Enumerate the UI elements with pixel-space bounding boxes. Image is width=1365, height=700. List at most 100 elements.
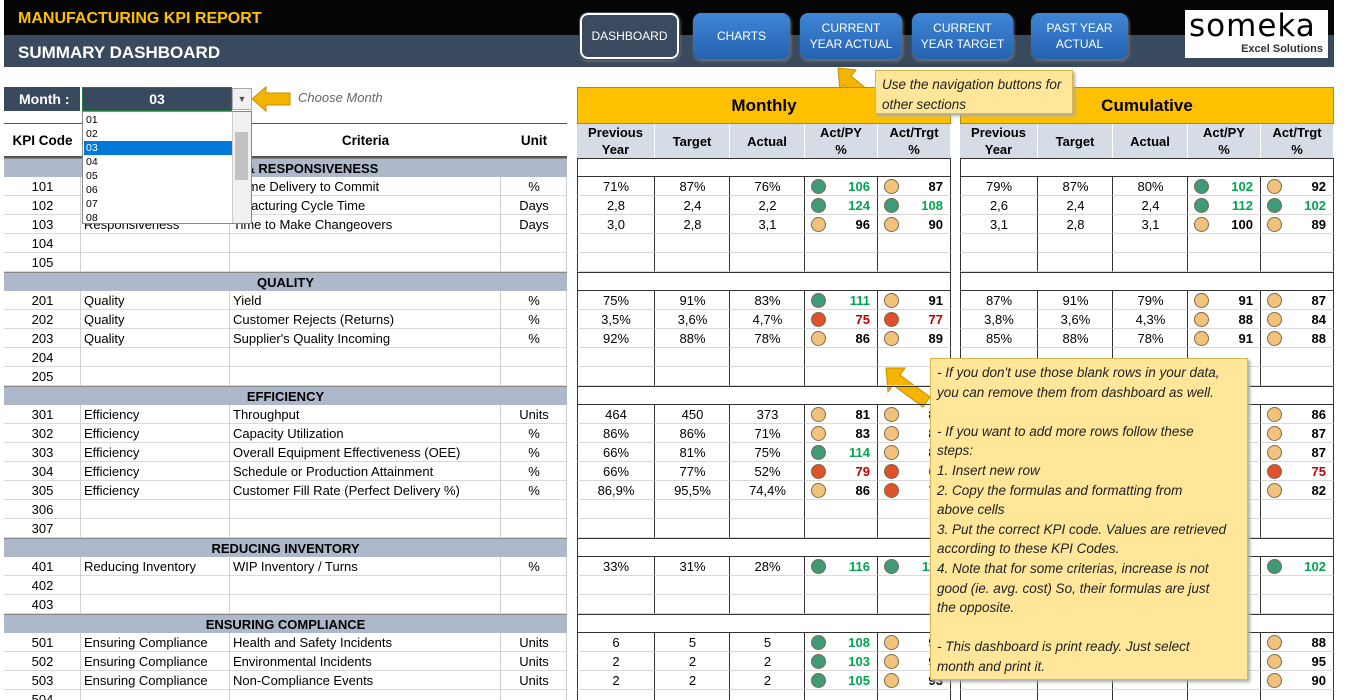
monthly-indicator: 79 (855, 464, 870, 479)
cell-border (805, 481, 878, 500)
cell-border (655, 633, 730, 652)
cell-border (577, 253, 655, 272)
monthly-indicator: 75 (855, 312, 870, 327)
cell-border (730, 671, 805, 690)
group-header: ENSURING COMPLIANCE (4, 614, 567, 633)
monthly-value: 83% (754, 293, 781, 308)
cumulative-value: 3,1 (1141, 217, 1160, 232)
month-select[interactable]: 03 (82, 87, 232, 111)
dropdown-option[interactable]: 08 (86, 212, 98, 224)
cell-border (501, 405, 567, 424)
cell-border (577, 424, 655, 443)
dropdown-option[interactable]: 04 (86, 156, 98, 168)
monthly-value: 75% (602, 293, 630, 308)
status-dot (884, 293, 899, 308)
status-dot (884, 407, 899, 422)
row (4, 462, 567, 481)
cell-border (805, 633, 878, 652)
column-header: KPI Code (12, 133, 73, 148)
status-dot (1194, 293, 1209, 308)
cell-border (577, 443, 655, 462)
cell-border (878, 671, 951, 690)
cell-border (230, 329, 501, 348)
group-header: EFFICIENCY (4, 386, 567, 405)
category: Quality (84, 312, 125, 327)
cell-border (730, 348, 805, 367)
kpi-code: 301 (31, 407, 54, 422)
cell-border (4, 462, 81, 481)
status-dot (811, 483, 826, 498)
monthly-value: 86% (602, 426, 630, 441)
nav-button[interactable]: CURRENT YEAR ACTUAL (800, 13, 902, 59)
dropdown-option[interactable]: 02 (86, 128, 98, 140)
cell-border (1188, 234, 1261, 253)
cell-border (501, 215, 567, 234)
cell-border (960, 234, 1038, 253)
cell-border (655, 576, 730, 595)
dropdown-option[interactable]: 05 (86, 170, 98, 182)
cell-border (730, 177, 805, 196)
row (4, 234, 567, 253)
group-header: REDUCING INVENTORY (4, 538, 567, 557)
dropdown-option[interactable]: 01 (86, 114, 98, 126)
monthly-value: 3,0 (606, 217, 626, 232)
dropdown-button[interactable]: ▼ (232, 88, 252, 110)
monthly-value: 33% (602, 559, 630, 574)
kpi-code: 304 (31, 464, 54, 479)
cell-border (1038, 310, 1113, 329)
cell-border (1113, 253, 1188, 272)
criteria: Supplier's Quality Incoming (233, 331, 391, 346)
cell-border (230, 481, 501, 500)
group-spacer (960, 158, 1334, 177)
status-dot (811, 635, 826, 650)
status-dot (884, 635, 899, 650)
cumulative-value: 2,4 (1066, 198, 1085, 213)
cell-border (501, 595, 567, 614)
cell-border (805, 424, 878, 443)
cumulative-indicator: 86 (1311, 407, 1326, 422)
cell-border (81, 329, 230, 348)
cell-border (81, 253, 230, 272)
cell-border (805, 367, 878, 386)
kpi-code: 101 (31, 179, 54, 194)
nav-button[interactable]: DASHBOARD (579, 12, 680, 60)
cell-border (81, 310, 230, 329)
status-dot (884, 673, 899, 688)
nav-button[interactable]: PAST YEAR ACTUAL (1031, 13, 1128, 59)
cell-border (501, 329, 567, 348)
monthly-indicator: 108 (848, 635, 870, 650)
dropdown-list[interactable]: 01 02 03 04 05 06 07 08 (82, 111, 252, 224)
cell-border (655, 177, 730, 196)
dropdown-option[interactable]: 06 (86, 184, 98, 196)
status-dot (1267, 673, 1282, 688)
category: Ensuring Compliance (84, 635, 208, 650)
status-dot (1267, 312, 1282, 327)
cell-border (4, 595, 81, 614)
cell-border (230, 519, 501, 538)
dropdown-option[interactable]: 07 (86, 198, 98, 210)
cell-border (577, 633, 655, 652)
nav-button[interactable]: CHARTS (693, 13, 790, 59)
cell-border (730, 519, 805, 538)
cell-border (577, 652, 655, 671)
unit: % (528, 293, 540, 308)
cell-border (730, 443, 805, 462)
cell-border (4, 215, 81, 234)
nav-button[interactable]: CURRENT YEAR TARGET (912, 13, 1013, 59)
cell-border (960, 310, 1038, 329)
status-dot (811, 654, 826, 669)
note-line: - If you want to add more rows follow th… (937, 423, 1194, 439)
category: Quality (84, 293, 125, 308)
monthly-value: 91% (679, 293, 706, 308)
dropdown-option[interactable]: 03 (84, 141, 232, 155)
cell-border (730, 329, 805, 348)
cell-border (1038, 329, 1113, 348)
cell-border (4, 405, 81, 424)
status-dot (1194, 312, 1209, 327)
cumulative-indicator: 102 (1304, 198, 1326, 213)
column-header: Act/PY % (805, 124, 878, 158)
cell-border (230, 690, 501, 700)
cell-border (4, 652, 81, 671)
cell-border (577, 329, 655, 348)
cell-border (655, 405, 730, 424)
